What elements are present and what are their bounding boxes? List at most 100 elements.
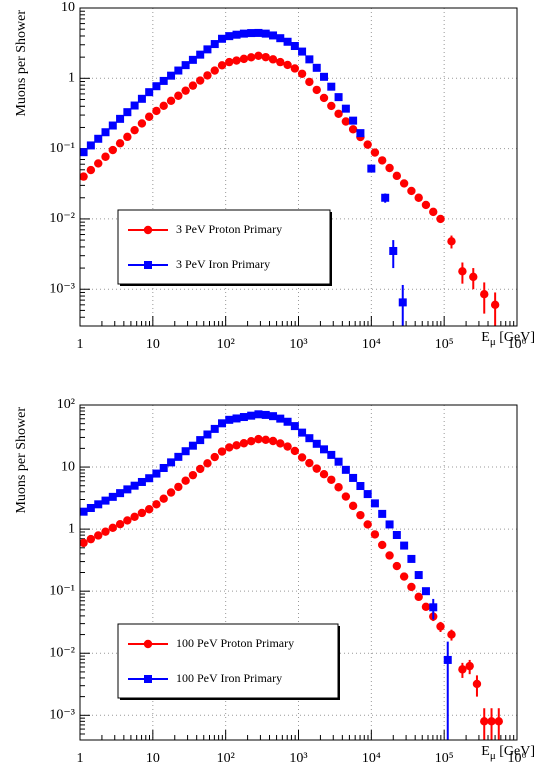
data-point (159, 463, 168, 472)
y-tick-label: 10⁻¹ (49, 141, 75, 156)
data-point (247, 29, 256, 38)
data-point (367, 164, 376, 173)
data-point (152, 82, 161, 91)
data-point (334, 457, 343, 466)
data-point (225, 415, 234, 424)
data-point (436, 622, 445, 631)
data-point (378, 156, 387, 165)
data-point (239, 29, 248, 38)
data-point (86, 503, 95, 512)
data-point (269, 31, 278, 40)
data-point (116, 489, 125, 498)
data-point (327, 475, 336, 484)
data-point (130, 512, 139, 521)
data-point (225, 443, 234, 452)
data-point (80, 507, 88, 516)
data-point (261, 410, 270, 419)
data-point (305, 434, 314, 443)
data-point (123, 132, 132, 142)
data-point (356, 510, 365, 520)
data-point (174, 482, 183, 492)
y-tick-label: 10 (61, 459, 75, 474)
data-point (297, 69, 307, 78)
data-point (210, 40, 219, 49)
data-point (86, 141, 95, 150)
y-axis-label: Muons per Shower (14, 10, 29, 117)
data-point (429, 207, 438, 217)
data-point (312, 439, 321, 448)
x-tick-label: 10⁶ (508, 337, 527, 352)
data-point (196, 50, 205, 59)
data-point (407, 554, 416, 563)
data-point (188, 55, 197, 64)
data-point (414, 592, 423, 602)
data-point (195, 76, 205, 85)
data-point (137, 508, 147, 518)
data-point (181, 447, 190, 456)
x-tick-label: 10 (146, 337, 160, 352)
data-point (217, 447, 227, 456)
data-point (298, 47, 307, 56)
data-point (261, 435, 270, 444)
data-point (363, 520, 372, 529)
data-point (385, 163, 394, 173)
data-point (341, 465, 350, 474)
data-point (348, 125, 358, 134)
legend-swatch-marker (144, 675, 152, 683)
y-tick-label: 10² (57, 397, 75, 412)
y-axis-label: Muons per Shower (14, 407, 29, 514)
data-point (320, 445, 329, 454)
data-point (392, 531, 401, 540)
data-point (276, 57, 285, 67)
data-point (232, 441, 241, 450)
legend-label: 3 PeV Iron Primary (176, 257, 270, 271)
data-point (290, 64, 300, 73)
plot-frame (79, 404, 518, 741)
data-point (80, 172, 88, 181)
data-point (312, 63, 321, 72)
data-point (398, 298, 407, 307)
data-point (254, 28, 263, 37)
data-point (385, 551, 394, 560)
data-point (490, 300, 500, 310)
legend-swatch-marker (143, 639, 153, 649)
data-point (320, 72, 329, 81)
x-tick-label: 10³ (289, 751, 307, 766)
data-point (181, 476, 190, 485)
data-point (385, 520, 394, 529)
x-axis-label: Eμ [GeV] (481, 744, 535, 761)
x-axis-label: Eμ [GeV] (481, 330, 535, 347)
x-tick-label: 10² (217, 337, 235, 352)
data-point (94, 159, 103, 168)
data-point (232, 414, 241, 423)
data-point (392, 171, 402, 181)
data-point (334, 93, 343, 102)
data-point (472, 679, 482, 689)
x-tick-label: 10³ (289, 337, 307, 352)
data-point (341, 104, 350, 113)
x-tick-label: 1 (77, 751, 84, 766)
data-point (225, 32, 234, 41)
data-point (203, 45, 212, 54)
data-point (137, 119, 147, 128)
data-point (370, 148, 380, 157)
legend-label: 100 PeV Iron Primary (176, 671, 282, 685)
data-point (312, 85, 321, 95)
data-point (443, 655, 452, 664)
data-point (130, 125, 139, 135)
data-point (465, 661, 474, 671)
data-point (188, 441, 197, 450)
data-point (283, 417, 292, 426)
data-point (421, 200, 431, 210)
data-point (327, 82, 336, 91)
data-point (108, 121, 117, 130)
y-tick-label: 10⁻¹ (49, 583, 75, 598)
data-point (297, 453, 307, 462)
data-point (356, 129, 365, 138)
data-point (269, 412, 278, 421)
data-point (232, 56, 241, 65)
data-point (429, 603, 438, 612)
data-point (101, 496, 110, 505)
data-point (487, 717, 496, 726)
data-point (86, 534, 96, 544)
